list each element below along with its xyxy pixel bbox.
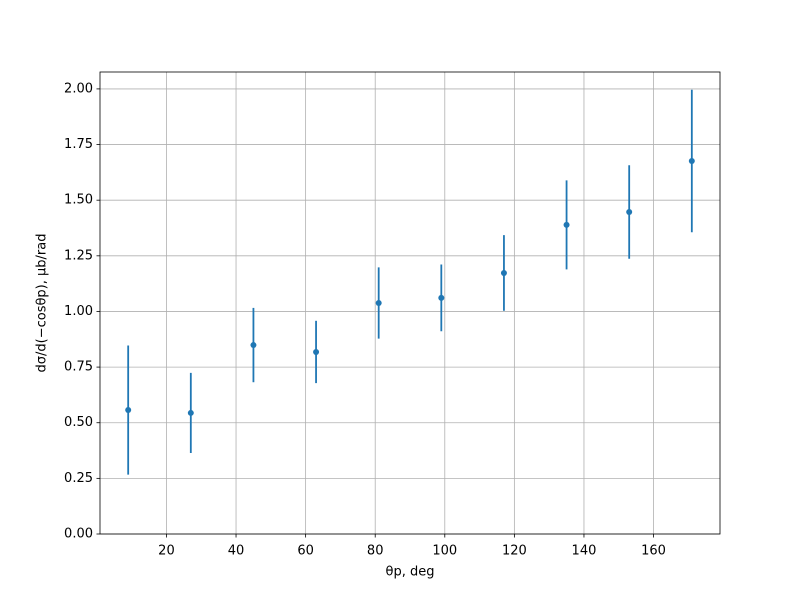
y-tick-label: 1.75	[64, 137, 93, 152]
x-tick-label: 80	[367, 544, 384, 559]
x-tick-label: 40	[228, 544, 245, 559]
data-point	[563, 221, 570, 228]
y-tick-label: 0.50	[64, 415, 93, 430]
data-point	[500, 269, 507, 276]
y-tick-label: 0.75	[64, 360, 93, 375]
data-point	[438, 294, 445, 301]
y-tick-label: 0.25	[64, 471, 93, 486]
data-point	[187, 409, 194, 416]
data-point	[375, 300, 382, 306]
data-point	[250, 342, 257, 349]
data-point	[313, 348, 320, 355]
x-tick-label: 120	[502, 544, 527, 559]
x-tick-label: 20	[158, 544, 175, 559]
y-tick-label: 1.50	[64, 193, 93, 208]
y-tick-label: 0.00	[64, 527, 93, 542]
y-axis-label: dσ/d(−cosθp), μb/rad	[35, 234, 50, 373]
y-tick-label: 1.00	[64, 304, 93, 319]
data-point	[125, 407, 132, 414]
x-tick-label: 60	[297, 544, 314, 559]
y-tick-label: 2.00	[64, 81, 93, 96]
x-tick-label: 160	[641, 544, 666, 559]
plot-frame	[99, 71, 721, 535]
y-tick-label: 1.25	[64, 248, 93, 263]
x-tick-label: 100	[432, 544, 457, 559]
x-axis-label: θp, deg	[386, 565, 435, 580]
data-point	[688, 158, 695, 165]
data-point	[626, 208, 633, 215]
x-tick-label: 140	[572, 544, 597, 559]
